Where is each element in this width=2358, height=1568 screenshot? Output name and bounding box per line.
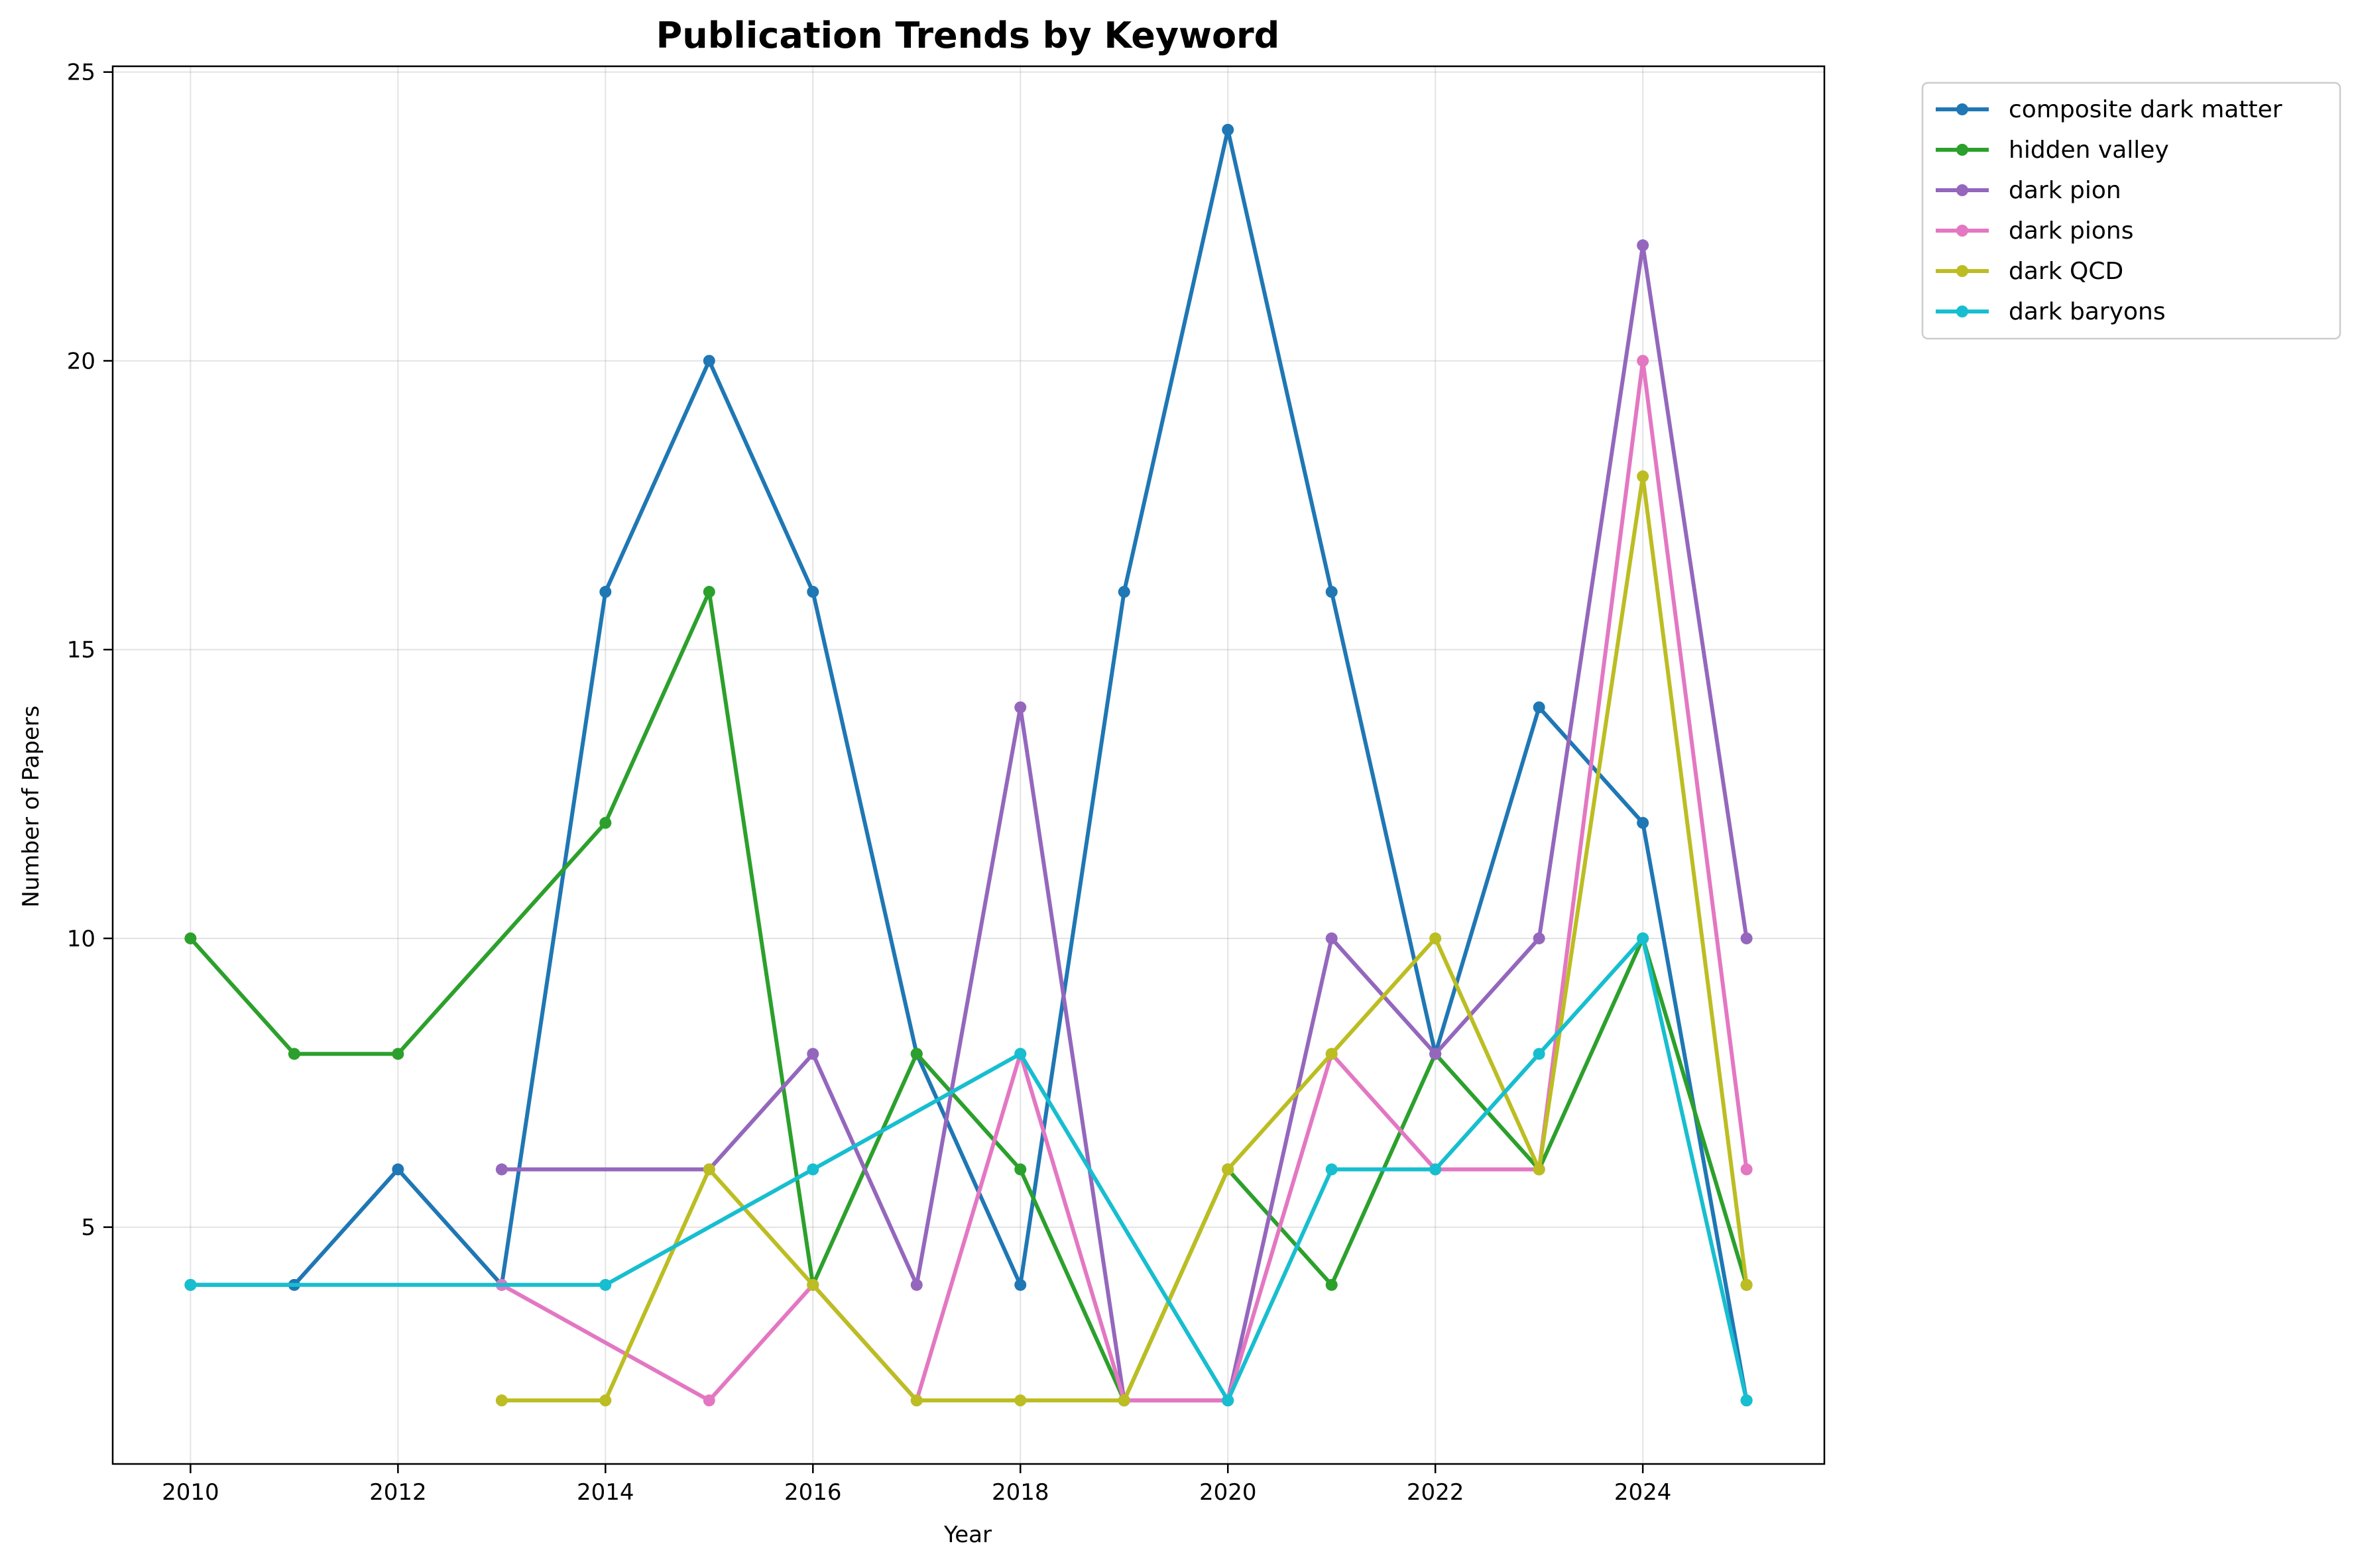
data-point-dark-baryons xyxy=(1222,1394,1234,1407)
series-layer xyxy=(184,123,1753,1407)
data-point-hidden-valley xyxy=(288,1048,300,1060)
x-tick-label: 2024 xyxy=(1614,1479,1672,1506)
series-line-composite-dark-matter xyxy=(188,127,1749,1403)
data-point-dark-baryons xyxy=(1429,1163,1442,1176)
y-tick-label: 25 xyxy=(67,60,95,86)
data-point-dark-pion xyxy=(1533,932,1545,944)
data-point-dark-pions xyxy=(703,1394,715,1407)
x-tick-label: 2020 xyxy=(1199,1479,1257,1506)
data-point-hidden-valley xyxy=(1325,1278,1338,1291)
data-point-composite-dark-matter xyxy=(1533,701,1545,714)
data-point-dark-qcd xyxy=(1637,470,1649,482)
y-tick-label: 20 xyxy=(67,348,95,374)
y-tick-label: 10 xyxy=(67,926,95,952)
data-point-dark-pion xyxy=(807,1048,819,1060)
data-point-dark-qcd xyxy=(910,1394,923,1407)
data-point-dark-pion xyxy=(1325,932,1338,944)
series-dark-qcd xyxy=(495,470,1753,1407)
data-point-hidden-valley xyxy=(599,816,612,829)
data-point-hidden-valley xyxy=(184,932,197,944)
data-point-composite-dark-matter xyxy=(703,355,715,367)
data-point-hidden-valley xyxy=(1014,1163,1027,1176)
x-axis-label: Year xyxy=(943,1522,992,1548)
x-tick-label: 2010 xyxy=(162,1479,219,1506)
y-tick-label: 15 xyxy=(67,637,95,663)
data-point-hidden-valley xyxy=(392,1048,404,1060)
legend-item-hidden-valley: hidden valley xyxy=(1936,137,2169,164)
data-point-dark-pions xyxy=(1740,1163,1753,1176)
y-axis-label: Number of Papers xyxy=(18,706,44,908)
data-point-dark-pion xyxy=(1429,1048,1442,1060)
legend-label: composite dark matter xyxy=(2009,96,2282,123)
data-point-dark-qcd xyxy=(1740,1278,1753,1291)
data-point-composite-dark-matter xyxy=(1014,1278,1027,1291)
data-point-dark-qcd xyxy=(1118,1394,1130,1407)
data-point-dark-qcd xyxy=(1429,932,1442,944)
data-point-composite-dark-matter xyxy=(599,586,612,598)
legend-label: dark pions xyxy=(2009,217,2133,245)
data-point-dark-pions xyxy=(1637,355,1649,367)
legend-frame xyxy=(1921,82,2341,340)
legend-item-dark-pions: dark pions xyxy=(1936,217,2133,245)
x-tick-label: 2022 xyxy=(1407,1479,1464,1506)
series-line-dark-baryons xyxy=(188,936,1749,1403)
legend-marker xyxy=(1956,306,1968,317)
y-tick-label: 5 xyxy=(81,1215,95,1241)
legend-marker xyxy=(1956,184,1968,196)
data-point-composite-dark-matter xyxy=(1222,123,1234,136)
data-point-composite-dark-matter xyxy=(1325,586,1338,598)
data-point-dark-pion xyxy=(1014,701,1027,714)
data-point-composite-dark-matter xyxy=(1118,586,1130,598)
data-point-dark-qcd xyxy=(1533,1163,1545,1176)
x-tick-label: 2016 xyxy=(784,1479,842,1506)
data-point-dark-baryons xyxy=(1740,1394,1753,1407)
series-dark-baryons xyxy=(184,932,1753,1407)
legend-marker xyxy=(1956,144,1968,156)
data-point-dark-qcd xyxy=(703,1163,715,1176)
data-point-dark-baryons xyxy=(1637,932,1649,944)
legend-item-dark-qcd: dark QCD xyxy=(1936,258,2123,285)
x-axis-ticks: 2010 2012 2014 2016 2018 2020 2022 2024 xyxy=(162,1464,1671,1506)
data-point-dark-pion xyxy=(1637,239,1649,252)
legend-marker xyxy=(1956,265,1968,277)
legend-label: dark pion xyxy=(2009,177,2121,204)
data-point-dark-qcd xyxy=(599,1394,612,1407)
data-point-dark-baryons xyxy=(1325,1163,1338,1176)
data-point-dark-baryons xyxy=(599,1278,612,1291)
chart-title: Publication Trends by Keyword xyxy=(656,15,1280,56)
data-point-hidden-valley xyxy=(703,586,715,598)
x-tick-label: 2018 xyxy=(992,1479,1049,1506)
legend-item-composite-dark-matter: composite dark matter xyxy=(1936,96,2282,123)
x-tick-label: 2012 xyxy=(369,1479,427,1506)
legend-label: hidden valley xyxy=(2009,137,2169,164)
data-point-composite-dark-matter xyxy=(392,1163,404,1176)
data-point-dark-baryons xyxy=(184,1278,197,1291)
data-point-dark-pion xyxy=(1740,932,1753,944)
data-point-dark-qcd xyxy=(1222,1163,1234,1176)
x-tick-label: 2014 xyxy=(577,1479,634,1506)
data-point-dark-baryons xyxy=(1533,1048,1545,1060)
data-point-dark-qcd xyxy=(495,1394,508,1407)
data-point-dark-baryons xyxy=(807,1163,819,1176)
data-point-dark-qcd xyxy=(807,1278,819,1291)
data-point-dark-pion xyxy=(495,1163,508,1176)
legend-label: dark baryons xyxy=(2009,298,2166,325)
data-point-composite-dark-matter xyxy=(807,586,819,598)
y-axis-ticks: 5 10 15 20 25 xyxy=(67,60,113,1241)
legend-item-dark-pion: dark pion xyxy=(1936,177,2121,204)
legend-item-dark-baryons: dark baryons xyxy=(1936,298,2166,325)
legend-label: dark QCD xyxy=(2009,258,2123,285)
data-point-hidden-valley xyxy=(910,1048,923,1060)
legend: composite dark matter hidden valley dark p… xyxy=(1921,82,2341,340)
legend-marker xyxy=(1956,103,1968,115)
data-point-composite-dark-matter xyxy=(1637,816,1649,829)
legend-marker xyxy=(1956,225,1968,237)
data-point-dark-pion xyxy=(910,1278,923,1291)
data-point-dark-qcd xyxy=(1014,1394,1027,1407)
data-point-dark-baryons xyxy=(1014,1048,1027,1060)
plot-frame xyxy=(111,65,1826,1465)
data-point-dark-qcd xyxy=(1325,1048,1338,1060)
